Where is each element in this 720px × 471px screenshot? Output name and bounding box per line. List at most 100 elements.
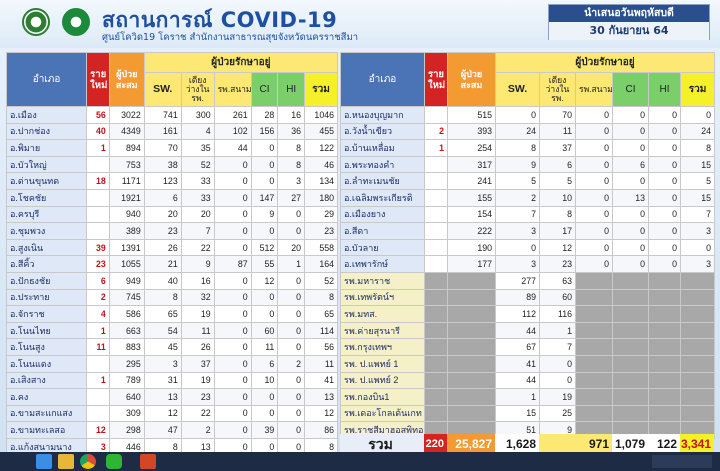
hospital-row: รพ.ค่ายสุรนารี 44 1 [340,321,715,340]
hospital-name: รพ.เทพรัตน์ฯ [340,288,425,307]
new-cases: 1 [424,139,448,157]
empty-cell [424,288,448,307]
ci-value: 0 [612,238,649,257]
empty-cell [648,354,681,373]
new-cases [86,155,110,174]
hi-value: 0 [648,222,681,240]
hi-value: 0 [277,371,306,390]
hospital-row: รพ.มทส. 112 116 [340,305,715,323]
date-box: นำเสนอวันพฤหัสบดี 30 กันยายน 64 [548,4,710,40]
total-value: 56 [304,338,338,356]
ci-value: 0 [612,222,649,240]
col-group-r: ผู้ป่วยรักษาอยู่ [495,52,715,73]
hi-value: 0 [648,122,681,141]
col-hi-r: HI [648,72,681,107]
hospital-row: รพ. ป.แพทย์ 2 44 0 [340,371,715,390]
bed-value: 23 [539,255,576,273]
sw-value: 9 [495,155,540,174]
summary-field: 971 [539,434,612,454]
district-name: อ.บัวใหญ่ [5,155,88,174]
empty-cell [612,388,649,406]
col-acc: ผู้ป่วยสะสม [108,52,145,107]
ie-icon[interactable] [36,454,52,469]
accumulated-cases: 190 [447,238,496,257]
table-row: อ.ด่านขุนทด 18 1171 123 33 0 0 3 134 [5,172,338,190]
powerpoint-icon[interactable] [140,454,156,469]
empty-cell [447,371,496,390]
table-row: อ.ประทาย 2 745 8 32 0 0 0 8 [5,288,338,307]
sw-value: 44 [495,321,540,340]
sw-value: 161 [143,122,182,141]
total-value: 134 [304,172,338,190]
table-row: อ.สูงเนิน 39 1391 26 22 0 512 20 558 [5,238,338,257]
field-value: 0 [575,255,613,273]
bed-value: 0 [539,354,576,373]
hospital-row: รพ.มหาราช 277 63 [340,271,715,290]
hi-value: 20 [277,238,306,257]
sw-value: 15 [495,404,540,423]
header-bar: สถานการณ์ COVID-19 ศูนย์โควิด19 โคราช สำ… [0,0,720,48]
folder-icon[interactable] [58,454,74,469]
table-row: อ.บ้านเหลื่อม 1 254 8 37 0 0 0 8 [340,139,715,157]
sw-value: 12 [143,404,182,423]
accumulated-cases: 393 [447,122,496,141]
accumulated-cases: 586 [108,305,145,323]
district-table-left: อำเภอ รายใหม่ ผู้ป่วยสะสม ผู้ป่วยรักษาอย… [5,52,339,471]
bed-value: 11 [180,321,215,340]
new-cases [424,255,448,273]
table-row: อ.โนนแดง 295 3 37 0 6 2 11 [5,354,338,373]
empty-cell [680,305,715,323]
col-total-r: รวม [680,72,715,107]
table-row: อ.สีดา 222 3 17 0 0 0 3 [340,222,715,240]
empty-cell [447,388,496,406]
empty-cell [680,271,715,290]
bed-value: 37 [180,354,215,373]
ci-value: 0 [612,255,649,273]
sw-value: 40 [143,271,182,290]
empty-cell [612,404,649,423]
field-value: 0 [213,421,252,439]
sw-value: 7 [495,205,540,224]
ci-value: 28 [250,106,279,124]
table-row: อ.เสิงสาง 1 789 31 19 0 10 0 41 [5,371,338,390]
col-ci-r: CI [612,72,649,107]
sw-value: 47 [143,421,182,439]
chrome-icon[interactable] [80,454,96,469]
empty-cell [575,271,613,290]
empty-cell [447,354,496,373]
accumulated-cases: 389 [108,222,145,240]
total-value: 65 [304,305,338,323]
system-tray[interactable] [652,455,712,468]
hi-value: 0 [648,255,681,273]
sw-value: 277 [495,271,540,290]
table-row: อ.โนนสูง 11 883 45 26 0 11 0 56 [5,338,338,356]
ci-value: 60 [250,321,279,340]
field-value: 0 [213,371,252,390]
bed-value: 10 [539,188,576,207]
sw-value: 54 [143,321,182,340]
field-value: 0 [213,172,252,190]
field-value: 0 [213,354,252,373]
hospital-row: รพ.เทพรัตน์ฯ 89 60 [340,288,715,307]
table-row: อ.จักราช 4 586 65 19 0 0 0 65 [5,305,338,323]
bed-value: 20 [180,205,215,224]
accumulated-cases: 894 [108,139,145,157]
accumulated-cases: 222 [447,222,496,240]
ci-value: 55 [250,255,279,273]
sw-value: 3 [143,354,182,373]
hi-value: 0 [277,321,306,340]
hospital-row: รพ.เดอะโกลเด้นเกท 15 25 [340,404,715,423]
empty-cell [680,371,715,390]
field-value: 0 [575,106,613,124]
table-row: อ.ปักธงชัย 6 949 40 16 0 12 0 52 [5,271,338,290]
district-name: อ.เสิงสาง [5,371,88,390]
table-row: อ.เฉลิมพระเกียรติ 155 2 10 0 13 0 15 [340,188,715,207]
bed-value: 33 [180,188,215,207]
empty-cell [612,305,649,323]
hospital-name: รพ.มทส. [340,305,425,323]
hi-value: 0 [277,288,306,307]
total-value: 164 [304,255,338,273]
sw-value: 3 [495,255,540,273]
line-icon[interactable] [106,454,122,469]
empty-cell [575,371,613,390]
